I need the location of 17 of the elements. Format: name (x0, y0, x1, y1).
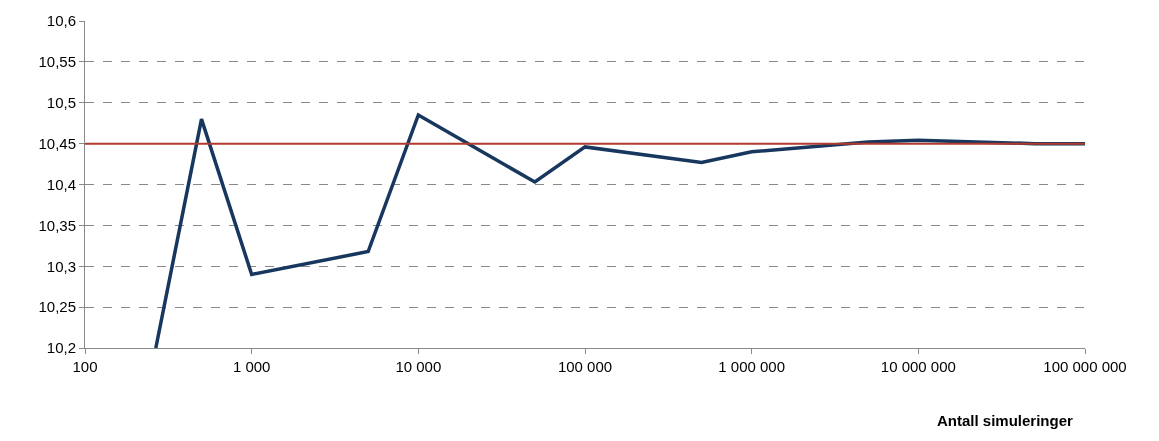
x-tick-label: 100 000 000 (1043, 358, 1127, 375)
x-tick-label: 100 000 (557, 358, 613, 375)
y-tick-label: 10,5 (46, 94, 76, 111)
y-tick-label: 10,55 (38, 53, 76, 71)
y-tick-label: 10,35 (38, 216, 76, 234)
y-tick-label: 10,25 (38, 298, 76, 316)
x-tick-label: 100 (72, 358, 98, 375)
x-axis-title: Antall simuleringer (937, 412, 1074, 429)
x-tick-label: 1 000 000 (718, 358, 786, 375)
y-tick-label: 10,45 (38, 134, 76, 152)
x-tick-label: 10 000 (395, 358, 442, 375)
x-tick-label: 10 000 000 (880, 358, 956, 375)
y-tick-label: 10,6 (46, 12, 76, 30)
y-tick-label: 10,3 (46, 257, 76, 275)
y-tick-label: 10,2 (46, 339, 76, 357)
y-tick-label: 10,4 (46, 175, 76, 193)
x-tick-label: 1 000 (232, 358, 271, 375)
